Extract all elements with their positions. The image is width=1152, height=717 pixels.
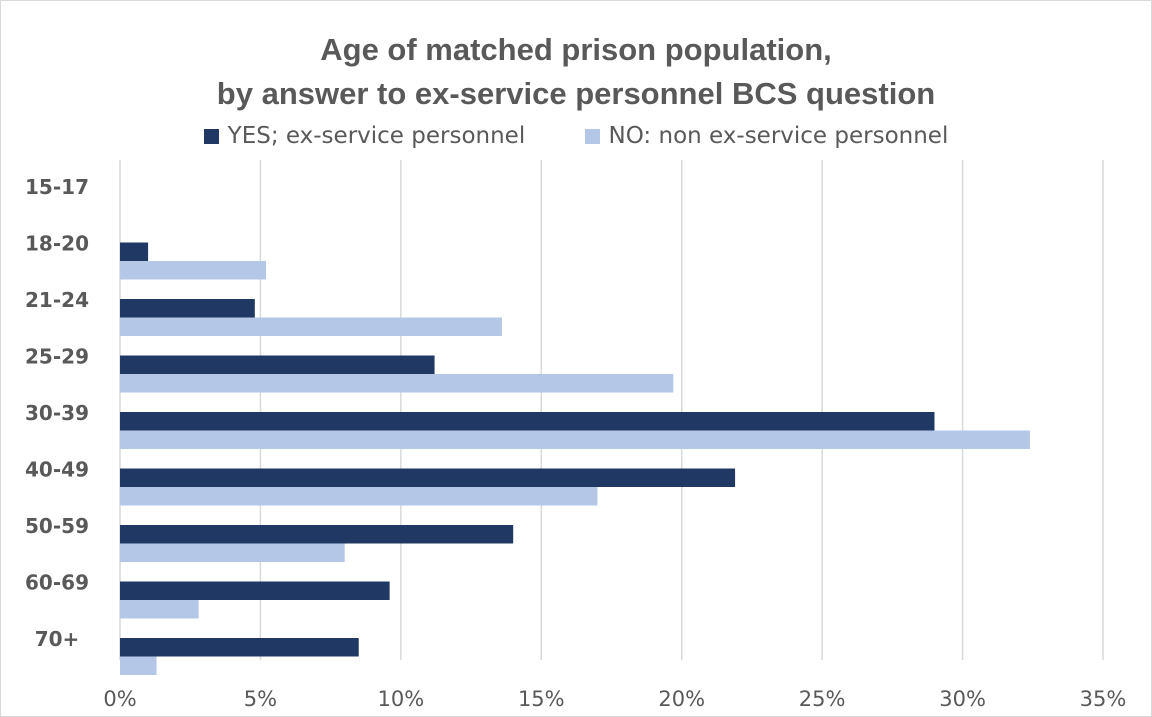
bar-no (120, 543, 345, 562)
chart-title-line-1: Age of matched prison population, (320, 32, 832, 67)
x-tick-label: 15% (518, 687, 565, 711)
legend-swatch-no (584, 128, 600, 144)
category-label: 60-69 (25, 571, 89, 595)
bar-yes (120, 638, 359, 657)
bar-yes (120, 242, 149, 261)
category-label: 21-24 (25, 288, 89, 312)
bar-no (120, 317, 502, 336)
legend-swatch-yes (203, 128, 219, 144)
bar-yes (120, 355, 435, 374)
x-tick-label: 35% (1080, 687, 1127, 711)
x-tick-label: 10% (378, 687, 425, 711)
bar-yes (120, 468, 736, 487)
category-label: 50-59 (25, 514, 89, 538)
bar-yes (120, 299, 255, 318)
category-label: 70+ (35, 627, 80, 651)
bar-no (120, 430, 1030, 449)
category-label: 15-17 (25, 175, 89, 199)
legend-label-yes: YES; ex-service personnel (227, 123, 526, 149)
x-tick-label: 5% (244, 687, 277, 711)
chart-title-line-2: by answer to ex-service personnel BCS qu… (216, 76, 936, 111)
x-tick-label: 20% (658, 687, 705, 711)
legend-item-no: NO: non ex-service personnel (584, 123, 949, 149)
x-tick-label: 0% (103, 687, 136, 711)
bar-no (120, 656, 157, 675)
bar-no (120, 487, 598, 506)
category-label: 40-49 (25, 458, 89, 482)
x-tick-label: 25% (799, 687, 846, 711)
category-label: 18-20 (25, 232, 89, 256)
gridlines (119, 160, 1104, 660)
bar-no (120, 261, 267, 280)
x-axis-tick-labels: 0% 5% 10% 15% 20% 25% 30% 35% (103, 687, 1126, 711)
category-label: 25-29 (25, 345, 89, 369)
chart-legend: YES; ex-service personnel NO: non ex-ser… (0, 123, 1152, 150)
bar-no (120, 600, 199, 619)
bars (120, 242, 1030, 675)
category-label: 30-39 (25, 401, 89, 425)
bar-yes (120, 581, 390, 600)
legend-label-no: NO: non ex-service personnel (608, 123, 949, 149)
chart-title: Age of matched prison population, by ans… (0, 28, 1152, 116)
x-tick-label: 30% (939, 687, 986, 711)
category-labels: 15-17 18-20 21-24 25-29 30-39 40-49 50-59 60-69… (25, 175, 89, 651)
bar-yes (120, 412, 935, 431)
bar-no (120, 374, 674, 393)
legend-item-yes: YES; ex-service personnel (203, 123, 526, 149)
bar-yes (120, 525, 514, 544)
